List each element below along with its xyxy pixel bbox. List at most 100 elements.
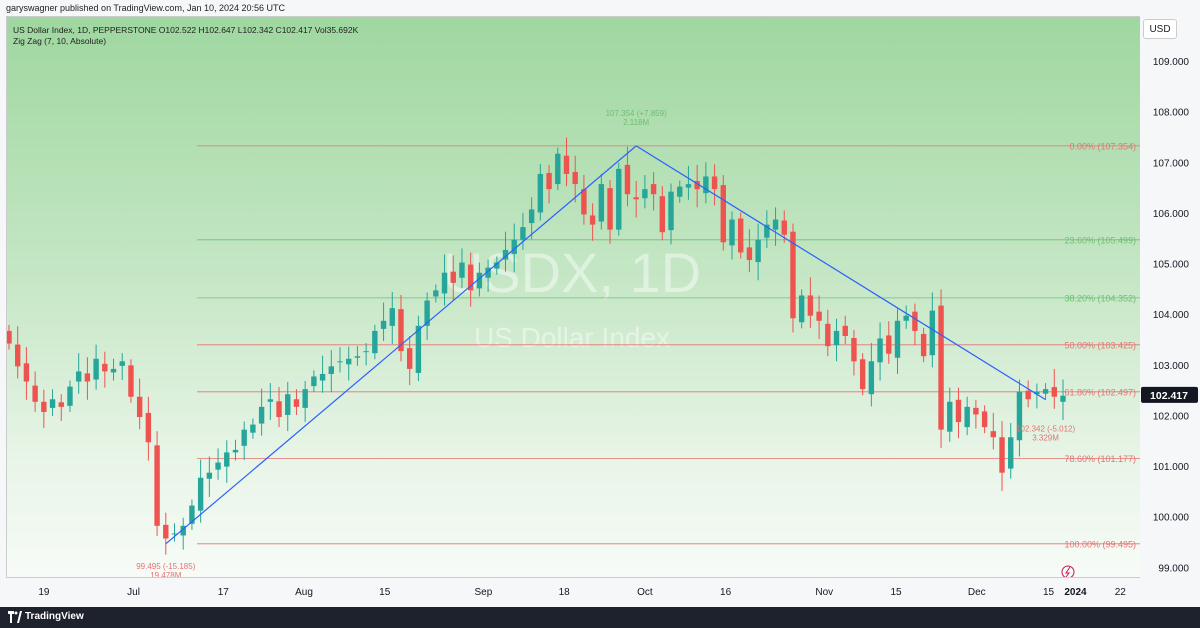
candle [833, 318, 840, 362]
candle [258, 388, 265, 436]
candle-body [886, 335, 892, 354]
hotkey-bolt-icon[interactable] [1061, 565, 1075, 578]
candle-body [781, 220, 787, 235]
candle-body [589, 215, 596, 225]
fib-level-label: 23.60% (105.499) [1064, 235, 1136, 245]
candle-body [894, 320, 901, 358]
candle [511, 223, 517, 273]
candle [232, 439, 239, 461]
candle-body [955, 399, 962, 423]
candle [354, 346, 361, 366]
time-tick-label: 2024 [1064, 587, 1087, 598]
candle [598, 173, 605, 230]
footer-brand[interactable]: TradingView [25, 611, 84, 622]
candle [372, 324, 378, 360]
time-axis[interactable]: 19 Jul 17 Aug 15 Sep 18 Oct 16 Nov 15 Dec 15 2024 22 [6, 578, 1140, 606]
candle [842, 315, 848, 345]
candle [703, 162, 709, 204]
time-tick-label: Nov [815, 587, 833, 598]
candle-body [1034, 391, 1040, 395]
candle-body [267, 399, 274, 402]
candle [555, 147, 561, 191]
candle-body [563, 155, 570, 174]
candle [851, 329, 857, 376]
candle-body [1025, 390, 1031, 400]
candle [119, 353, 125, 381]
candle-body [189, 505, 195, 524]
candle [563, 137, 570, 187]
candle [93, 344, 99, 390]
candle-body [746, 247, 753, 261]
candle-body [973, 407, 979, 415]
indicator-line[interactable]: Zig Zag (7, 10, Absolute) [13, 36, 107, 46]
fib-level-label: 78.60% (101.177) [1064, 454, 1136, 464]
candle-body [49, 399, 56, 408]
candle [790, 223, 796, 333]
candle-body [929, 310, 936, 356]
candle-body [1008, 437, 1014, 469]
candle-body [293, 399, 300, 407]
candle [467, 252, 474, 307]
candle [711, 164, 718, 206]
candle [380, 302, 387, 342]
candle [84, 357, 91, 400]
candle [938, 289, 944, 448]
candle [816, 295, 822, 340]
candle [67, 380, 73, 412]
candle-body [119, 361, 125, 366]
price-axis[interactable]: 109.000 108.000 107.000 106.000 105.000 104.0… [1140, 16, 1200, 578]
candle-body [546, 172, 552, 190]
candle [136, 378, 143, 430]
price-tick-label: 109.000 [1153, 57, 1190, 68]
candle [947, 387, 953, 442]
candle-body [572, 171, 578, 185]
candle-body [250, 424, 256, 433]
candle [642, 174, 648, 209]
candle [302, 381, 308, 423]
candle [1025, 380, 1031, 408]
candle [528, 197, 535, 240]
pivot-label: 107.354 (+7.859) [606, 109, 667, 118]
candle-body [642, 189, 648, 199]
candle-body [41, 401, 47, 412]
candle-body [868, 361, 875, 395]
candle [537, 163, 544, 221]
chart-pane[interactable]: USDX, 1D US Dollar Index 0.00% (107.354)… [6, 16, 1140, 578]
candle [102, 351, 108, 388]
candle-body [616, 168, 622, 230]
candle-body [258, 406, 265, 424]
candle [180, 517, 186, 550]
time-tick-label: 15 [890, 587, 902, 598]
last-price-tag [1141, 386, 1198, 403]
price-chart[interactable]: USDX, 1D US Dollar Index 0.00% (107.354)… [7, 17, 1140, 578]
candle-body [380, 320, 387, 329]
candle [32, 371, 38, 412]
candle [546, 164, 552, 204]
candle [206, 456, 213, 497]
candle-body [729, 219, 735, 246]
currency-button[interactable]: USD [1143, 19, 1177, 39]
candle-body [659, 196, 666, 233]
candle-body [877, 338, 883, 363]
candle-body [842, 325, 848, 336]
fib-level-label: 100.00% (99.495) [1064, 539, 1136, 549]
candle [877, 322, 883, 381]
candle-body [319, 373, 326, 381]
candle-body [798, 295, 805, 323]
candle [441, 254, 448, 306]
time-tick-label: Jul [127, 587, 140, 598]
candle [476, 262, 483, 297]
candle [912, 303, 918, 346]
candle-body [816, 311, 822, 321]
time-tick-label: 19 [38, 587, 50, 598]
candle-body [598, 184, 605, 222]
candle [7, 324, 12, 350]
candle [276, 387, 282, 428]
candle-body [790, 231, 796, 319]
candle [764, 210, 770, 248]
candle [267, 383, 274, 421]
candle-body [346, 358, 352, 365]
candle-body [84, 373, 91, 382]
candle-body [903, 315, 909, 321]
candle-body [450, 271, 456, 283]
